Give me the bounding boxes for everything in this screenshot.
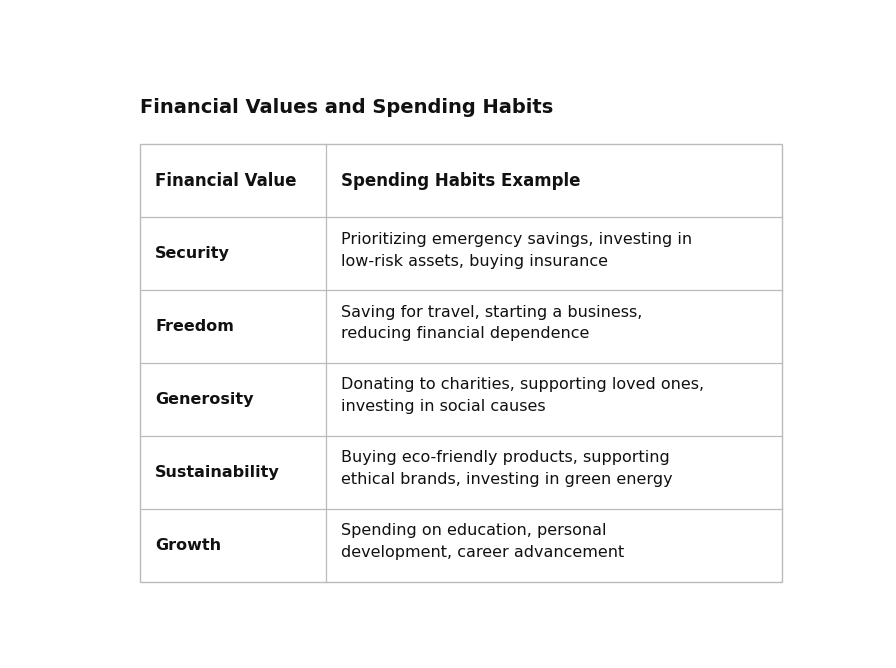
Text: Growth: Growth xyxy=(155,538,221,552)
Text: Saving for travel, starting a business,: Saving for travel, starting a business, xyxy=(341,305,642,319)
Text: Freedom: Freedom xyxy=(155,319,234,334)
Text: Generosity: Generosity xyxy=(155,392,254,407)
Text: development, career advancement: development, career advancement xyxy=(341,545,625,560)
Text: Security: Security xyxy=(155,246,230,261)
Text: reducing financial dependence: reducing financial dependence xyxy=(341,327,590,341)
Text: Donating to charities, supporting loved ones,: Donating to charities, supporting loved … xyxy=(341,377,704,392)
Text: Sustainability: Sustainability xyxy=(155,465,280,480)
Text: investing in social causes: investing in social causes xyxy=(341,399,546,414)
Text: Spending on education, personal: Spending on education, personal xyxy=(341,523,607,538)
Text: Buying eco-friendly products, supporting: Buying eco-friendly products, supporting xyxy=(341,450,670,466)
Text: Spending Habits Example: Spending Habits Example xyxy=(341,172,581,190)
Text: Financial Values and Spending Habits: Financial Values and Spending Habits xyxy=(140,98,553,117)
Text: Financial Value: Financial Value xyxy=(155,172,297,190)
Text: low-risk assets, buying insurance: low-risk assets, buying insurance xyxy=(341,254,608,269)
Text: Prioritizing emergency savings, investing in: Prioritizing emergency savings, investin… xyxy=(341,232,693,246)
Text: ethical brands, investing in green energy: ethical brands, investing in green energ… xyxy=(341,472,673,487)
